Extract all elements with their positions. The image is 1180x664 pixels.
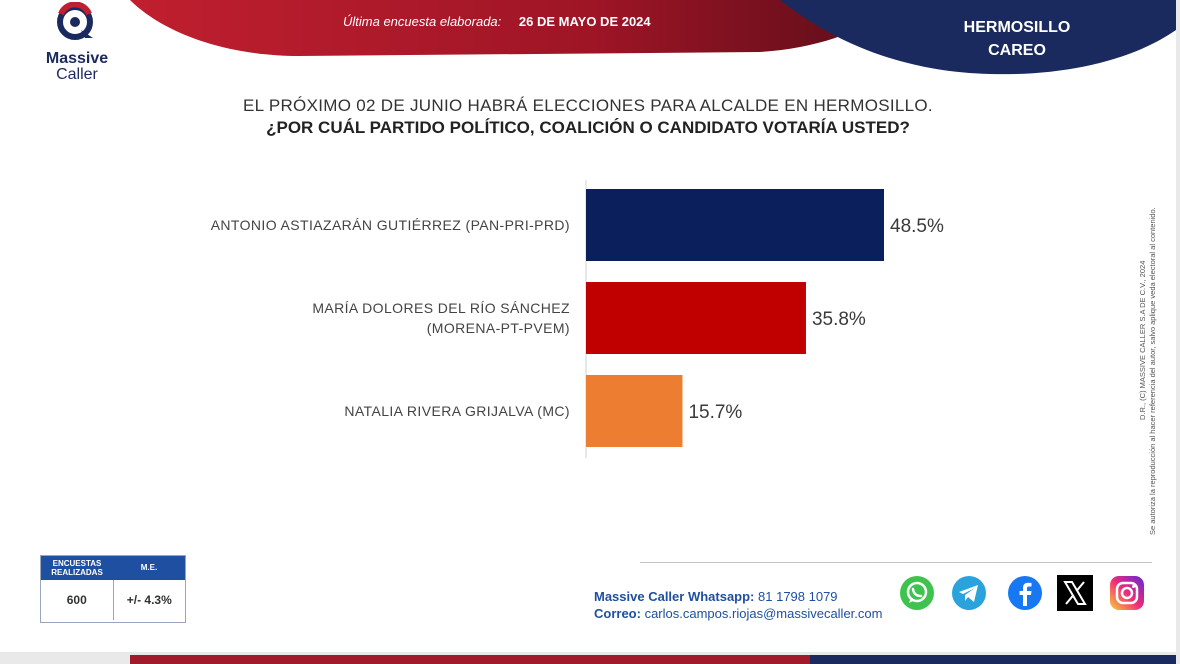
legal-copyright: D.R., (C) MASSIVE CALLER S.A DE C.V., 20… [1138,260,1147,420]
legal-reproduction: Se autoriza la reproducción al hacer ref… [1148,207,1157,535]
stats-header-surveys-line1: ENCUESTAS [52,559,102,568]
stats-row: 600 +/- 4.3% [41,580,185,620]
whatsapp-number[interactable]: 81 1798 1079 [758,589,838,604]
whatsapp-label: Massive Caller Whatsapp: [594,589,755,604]
next-slide-edge [130,655,1176,664]
email-address[interactable]: carlos.campos.riojas@massivecaller.com [644,606,883,621]
category-label-2-line2: (MORENA-PT-PVEM) [427,320,570,336]
survey-date-value: 26 DE MAYO DE 2024 [518,14,651,29]
margin-of-error: +/- 4.3% [126,593,172,607]
brand-sub: Caller [56,66,98,83]
survey-slide: Massive Caller Última encuesta elaborada… [0,0,1176,652]
value-label-3: 15.7% [688,402,742,423]
email-line: Correo: carlos.campos.riojas@massivecall… [594,605,882,622]
survey-stats-table: ENCUESTAS REALIZADAS M.E. 600 +/- 4.3% [40,555,186,623]
email-label: Correo: [594,606,641,621]
telegram-icon[interactable] [950,574,988,612]
whatsapp-icon[interactable] [898,574,936,612]
contact-info: Massive Caller Whatsapp: 81 1798 1079 Co… [594,588,882,622]
region-type: CAREO [988,42,1046,59]
category-label-3: NATALIA RIVERA GRIJALVA (MC) [344,403,570,419]
question-title: ¿POR CUÁL PARTIDO POLÍTICO, COALICIÓN O … [266,118,910,137]
whatsapp-line: Massive Caller Whatsapp: 81 1798 1079 [594,588,882,605]
header-banner [130,0,1176,75]
x-icon[interactable] [1056,574,1094,612]
brand-name: Massive [45,50,109,67]
brand-logo: Massive Caller [42,1,112,83]
value-label-1: 48.5% [890,216,944,237]
footer-divider [640,562,1152,563]
bar-1 [586,189,884,261]
region-title: HERMOSILLO CAREO [930,16,1104,62]
sample-size: 600 [41,580,114,620]
bar-3 [586,375,683,447]
massive-caller-logo-icon [57,1,93,40]
value-label-2: 35.8% [812,309,866,330]
vote-intention-chart: 48.5% ANTONIO ASTIAZARÁN GUTIÉRREZ (PAN-P… [211,180,944,458]
region-city: HERMOSILLO [963,19,1071,36]
stats-header-surveys-line2: REALIZADAS [51,568,103,577]
question-context: EL PRÓXIMO 02 DE JUNIO HABRÁ ELECCIONES … [243,96,933,115]
legal-note: D.R., (C) MASSIVE CALLER S.A DE C.V., 20… [1138,120,1157,535]
facebook-icon[interactable] [1006,574,1044,612]
survey-date-label: Última encuesta elaborada: [343,14,502,29]
stats-header-margin: M.E. [140,563,158,572]
instagram-icon[interactable] [1108,574,1146,612]
bar-2 [586,282,806,354]
stats-header-surveys: ENCUESTAS REALIZADAS [41,556,113,580]
category-label-1: ANTONIO ASTIAZARÁN GUTIÉRREZ (PAN-PRI-PR… [211,217,570,233]
survey-date-line: Última encuesta elaborada: 26 DE MAYO DE… [343,14,651,29]
category-label-2-line1: MARÍA DOLORES DEL RÍO SÁNCHEZ [312,300,570,316]
stats-header: ENCUESTAS REALIZADAS M.E. [41,556,185,580]
